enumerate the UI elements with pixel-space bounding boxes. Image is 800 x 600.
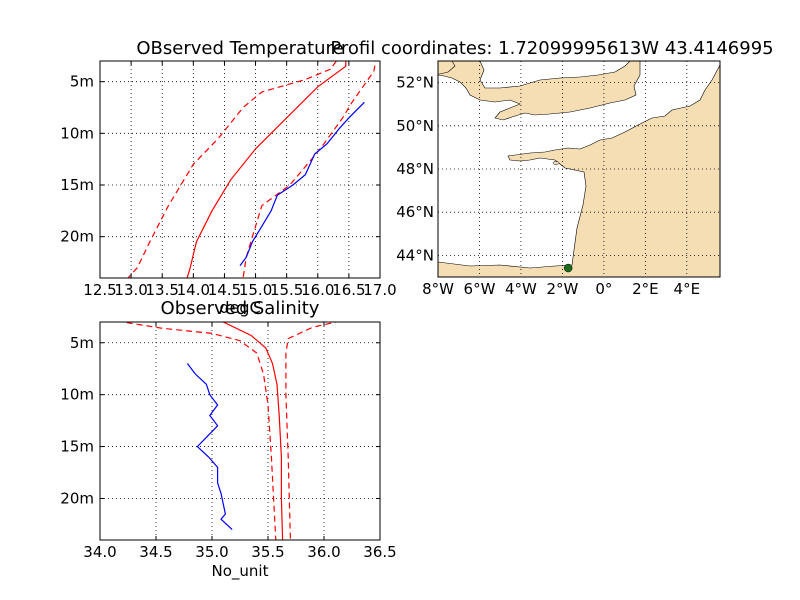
land-channel-island — [552, 161, 560, 165]
x-tick-label: 35.5 — [251, 543, 284, 561]
profile-location-map: Profil coordinates: 1.72099995613W 43.41… — [330, 38, 773, 298]
x-tick-label: 34.0 — [83, 543, 116, 561]
longitude-label: 4°E — [674, 280, 701, 298]
x-tick-label: 36.5 — [363, 543, 396, 561]
series-line-observed-4 — [239, 101, 365, 266]
salinity-plot-frame — [99, 321, 381, 541]
longitude-label: 2°W — [546, 280, 578, 298]
longitude-label: 4°W — [505, 280, 537, 298]
y-tick-label: 5m — [70, 73, 94, 91]
latitude-label: 50°N — [396, 117, 434, 135]
land-continent — [438, 64, 720, 277]
map-frame — [437, 60, 721, 278]
land-great-britain — [438, 61, 641, 121]
series-line-climatology-0 — [186, 61, 347, 278]
map-title: Profil coordinates: 1.72099995613W 43.41… — [330, 38, 773, 59]
temperature-plot-frame — [99, 60, 381, 279]
x-tick-label: 13.5 — [146, 281, 179, 299]
y-tick-label: 10m — [60, 124, 94, 142]
x-tick-label: 35.0 — [195, 543, 228, 561]
longitude-label: 6°W — [464, 280, 496, 298]
series-line-climatology-3 — [242, 61, 377, 278]
temperature-chart-title: OBserved Temperature — [136, 38, 343, 59]
series-line-observed-3 — [186, 363, 233, 531]
latitude-label: 44°N — [396, 246, 434, 264]
series-line-climatology-0 — [222, 322, 284, 540]
x-tick-label: 13.0 — [114, 281, 147, 299]
x-tick-label: 16.5 — [332, 281, 365, 299]
y-tick-label: 5m — [70, 334, 94, 352]
x-tick-label: 34.5 — [139, 543, 172, 561]
x-tick-label: 16.0 — [301, 281, 334, 299]
y-tick-label: 15m — [60, 438, 94, 456]
profile-location-marker — [563, 263, 573, 273]
y-tick-label: 20m — [60, 228, 94, 246]
x-tick-label: 15.0 — [239, 281, 272, 299]
latitude-label: 52°N — [396, 74, 434, 92]
longitude-label: 2°E — [632, 280, 659, 298]
series-line-climatology-2 — [285, 322, 340, 540]
series-line-climatology-1 — [127, 61, 337, 278]
x-tick-label: 12.5 — [83, 281, 116, 299]
latitude-label: 48°N — [396, 160, 434, 178]
x-tick-label: 14.5 — [208, 281, 241, 299]
y-tick-label: 10m — [60, 386, 94, 404]
temperature-x-label: degC — [219, 298, 260, 317]
series-line-climatology-1 — [119, 322, 277, 540]
salinity-x-label: No_unit — [212, 562, 269, 581]
x-tick-label: 15.5 — [270, 281, 303, 299]
x-tick-label: 14.0 — [177, 281, 210, 299]
longitude-label: 8°W — [422, 280, 454, 298]
x-tick-label: 17.0 — [363, 281, 396, 299]
longitude-label: 0° — [595, 280, 612, 298]
y-tick-label: 15m — [60, 176, 94, 194]
map-land — [438, 61, 720, 277]
temperature-chart: OBserved Temperature 12.513.013.514.014.… — [60, 38, 396, 317]
y-tick-label: 20m — [60, 489, 94, 507]
x-tick-label: 36.0 — [307, 543, 340, 561]
salinity-chart-title: Observed Salinity — [161, 298, 320, 319]
salinity-chart: Observed Salinity 34.0 34.5 35.0 35.5 36.0 36… — [60, 298, 396, 581]
land-ireland — [438, 61, 456, 75]
latitude-label: 46°N — [396, 203, 434, 221]
